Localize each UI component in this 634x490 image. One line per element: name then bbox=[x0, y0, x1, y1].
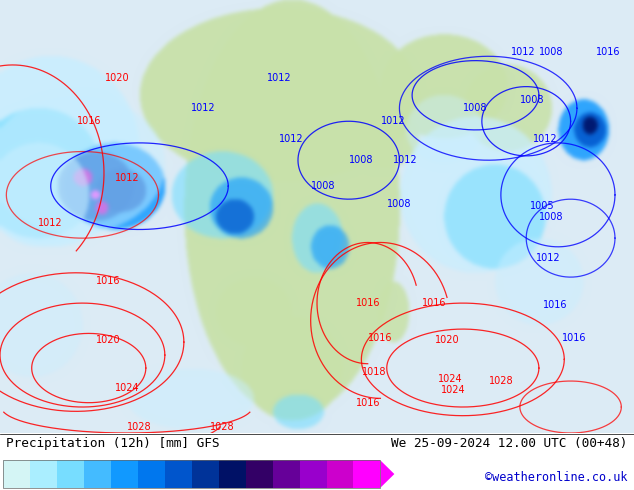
Text: 1008: 1008 bbox=[521, 95, 545, 104]
Text: Precipitation (12h) [mm] GFS: Precipitation (12h) [mm] GFS bbox=[6, 437, 220, 450]
Text: 1012: 1012 bbox=[280, 134, 304, 144]
Bar bbox=[245, 461, 273, 488]
Bar bbox=[3, 461, 30, 488]
Polygon shape bbox=[380, 461, 394, 488]
Text: 1016: 1016 bbox=[562, 333, 586, 343]
Bar bbox=[111, 461, 138, 488]
Text: 1008: 1008 bbox=[311, 181, 335, 191]
Bar bbox=[30, 461, 57, 488]
Text: We 25-09-2024 12.00 UTC (00+48): We 25-09-2024 12.00 UTC (00+48) bbox=[391, 437, 628, 450]
Text: 1020: 1020 bbox=[96, 335, 120, 345]
Text: 1024: 1024 bbox=[115, 383, 139, 392]
Text: 1016: 1016 bbox=[422, 298, 446, 308]
Text: 1016: 1016 bbox=[96, 276, 120, 287]
Text: 1008: 1008 bbox=[387, 198, 411, 209]
Text: 1008: 1008 bbox=[349, 155, 373, 165]
Text: 1020: 1020 bbox=[105, 73, 129, 83]
Text: 1024: 1024 bbox=[438, 374, 462, 384]
Text: 1012: 1012 bbox=[115, 172, 139, 183]
Bar bbox=[273, 461, 299, 488]
Text: 1005: 1005 bbox=[530, 201, 554, 211]
Text: 1028: 1028 bbox=[210, 421, 234, 432]
Text: 1012: 1012 bbox=[394, 155, 418, 165]
Text: 1012: 1012 bbox=[39, 218, 63, 228]
Bar bbox=[57, 461, 84, 488]
Bar bbox=[219, 461, 245, 488]
Text: 1016: 1016 bbox=[597, 47, 621, 57]
Text: 1008: 1008 bbox=[463, 103, 488, 113]
Text: 1012: 1012 bbox=[191, 103, 215, 113]
Text: 1012: 1012 bbox=[267, 73, 291, 83]
Text: 1008: 1008 bbox=[540, 47, 564, 57]
Bar bbox=[84, 461, 111, 488]
Text: 1028: 1028 bbox=[127, 421, 152, 432]
Text: 1012: 1012 bbox=[533, 134, 557, 144]
Text: 1016: 1016 bbox=[543, 300, 567, 310]
Text: 1020: 1020 bbox=[435, 335, 459, 345]
Text: 1012: 1012 bbox=[511, 47, 535, 57]
Bar bbox=[138, 461, 165, 488]
Text: 1016: 1016 bbox=[77, 116, 101, 126]
Text: 1024: 1024 bbox=[441, 385, 465, 395]
Bar bbox=[165, 461, 191, 488]
Bar bbox=[327, 461, 354, 488]
Text: 1016: 1016 bbox=[356, 298, 380, 308]
Text: 1012: 1012 bbox=[536, 253, 560, 263]
Text: 1008: 1008 bbox=[540, 212, 564, 221]
Bar bbox=[354, 461, 380, 488]
Text: ©weatheronline.co.uk: ©weatheronline.co.uk bbox=[485, 471, 628, 484]
Text: 1016: 1016 bbox=[356, 398, 380, 408]
Text: 1018: 1018 bbox=[362, 368, 386, 377]
Bar bbox=[191, 461, 219, 488]
Text: 1012: 1012 bbox=[381, 116, 405, 126]
Text: 1028: 1028 bbox=[489, 376, 513, 386]
Bar bbox=[299, 461, 327, 488]
Text: 1016: 1016 bbox=[368, 333, 392, 343]
Bar bbox=[3, 461, 380, 488]
